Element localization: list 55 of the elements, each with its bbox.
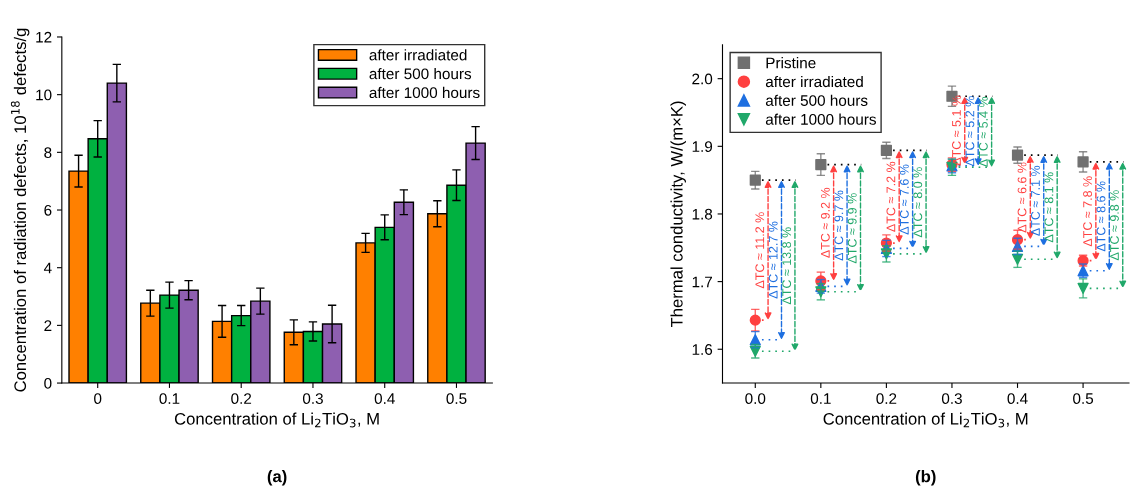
annotation: ΔTC ≈ 5.2 % (965, 96, 975, 167)
x-tick-label: 0.1 (159, 393, 180, 405)
annotation: ΔTC ≈ 12.7 % (768, 221, 778, 299)
legend-label: after irradiated (765, 75, 863, 88)
y-tick-label: 10 (36, 89, 52, 101)
y-axis-title: Thermal conductivity, W/(m×K) (670, 101, 686, 328)
x-axis-title: Concentration of Li$_{2}$TiO$_{3}$, M (174, 412, 379, 428)
x-tick-label: 0.3 (302, 393, 323, 405)
x-tick-label: 0.2 (231, 393, 252, 405)
y-tick-label: 2 (44, 320, 52, 331)
x-tick-label: 0.3 (941, 393, 962, 405)
x-tick-label: 0.1 (810, 393, 831, 405)
y-tick-label: 1.9 (692, 141, 713, 153)
annotation: ΔTC ≈ 9.9 % (847, 193, 857, 264)
x-tick-label: 0.5 (1073, 393, 1094, 405)
y-tick-label: 1.6 (692, 344, 713, 355)
text: (a) (267, 470, 287, 486)
legend-label: Pristine (766, 57, 816, 69)
x-tick-label: 0.2 (876, 393, 897, 405)
legend-label: after 1000 hours (369, 86, 480, 99)
annotation: ΔTC ≈ 5.4 % (978, 96, 988, 167)
annotation: ΔTC ≈ 7.1 % (1031, 165, 1040, 236)
x-tick-label: 0.4 (374, 393, 395, 405)
legend-label: after 500 hours (369, 68, 472, 80)
y-tick-label: 1.8 (692, 208, 713, 220)
legend-label: after irradiated (369, 49, 467, 61)
y-tick-label: 1.7 (692, 276, 713, 288)
x-axis-title: Concentration of Li$_{2}$TiO$_{3}$, M (823, 412, 1028, 428)
annotation: ΔTC ≈ 9.8 % (1110, 190, 1119, 261)
y-tick-label: 8 (44, 147, 52, 159)
x-tick-label: 0.4 (1007, 393, 1028, 405)
annotation: ΔTC ≈ 11.2 % (755, 212, 765, 289)
annotation: ΔTC ≈ 8.0 % (913, 167, 923, 238)
annotation: ΔTC ≈ 7.2 % (886, 161, 896, 232)
legend-label: after 1000 hours (765, 113, 876, 125)
annotation: ΔTC ≈ 9.7 % (834, 190, 844, 261)
y-tick-label: 6 (44, 204, 52, 216)
x-tick-label: 0 (94, 393, 102, 405)
y-tick-label: 2.0 (692, 73, 713, 85)
x-tick-label: 0.5 (446, 393, 467, 405)
y-tick-label: 12 (36, 31, 52, 43)
annotation: ΔTC ≈ 9.2 % (820, 187, 830, 258)
annotation: ΔTC ≈ 5.1 % (952, 95, 961, 166)
x-tick-label: 0.0 (745, 393, 766, 405)
y-tick-label: 4 (43, 262, 52, 274)
annotation: ΔTC ≈ 13.8 % (782, 227, 792, 305)
annotation: ΔTC ≈ 7.6 % (899, 164, 909, 235)
y-axis-title: Concentration of radiation defects, 10$^{18}$ defects/g (10, 28, 30, 392)
text: (b) (915, 470, 936, 486)
annotation: ΔTC ≈ 6.6 % (1017, 162, 1027, 233)
annotation: ΔTC ≈ 8.1 % (1044, 172, 1054, 243)
annotation: ΔTC ≈ 8.6 % (1096, 181, 1106, 252)
y-tick-label: 0 (44, 377, 52, 389)
legend-label: after 500 hours (765, 94, 868, 106)
annotation: ΔTC ≈ 7.8 % (1083, 176, 1093, 247)
